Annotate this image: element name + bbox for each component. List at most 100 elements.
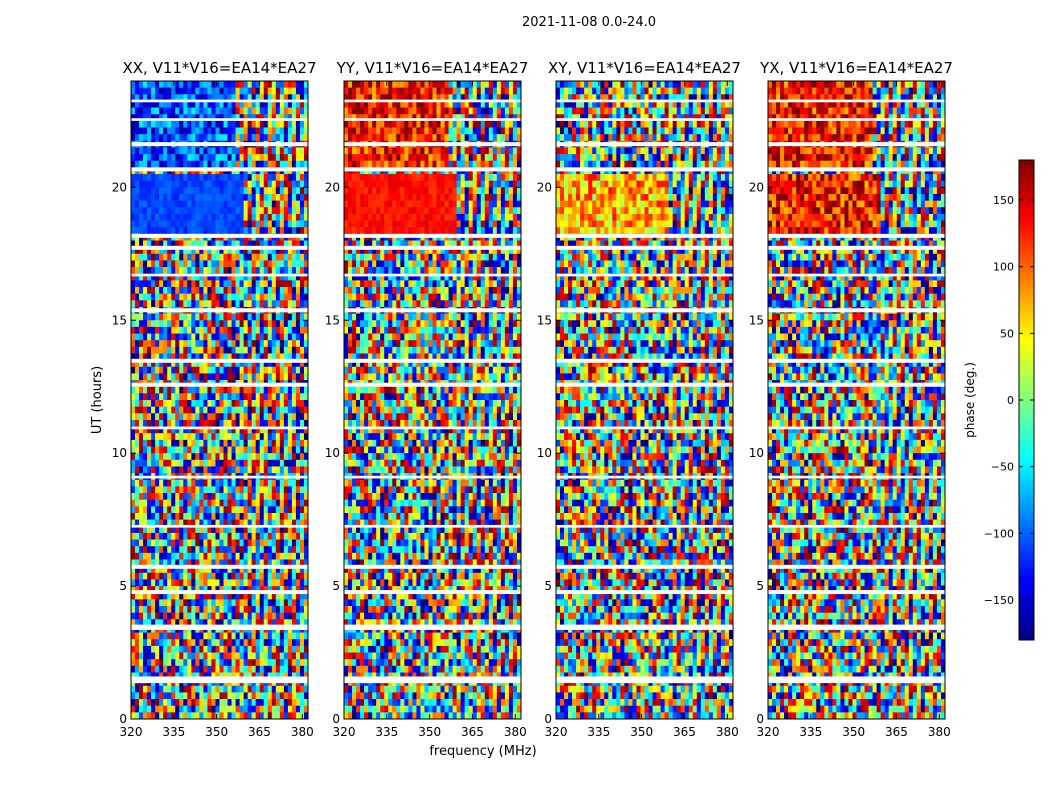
colorbar-segment [1019,544,1034,549]
colorbar-segment [1019,484,1034,489]
colorbar-segment [1019,496,1034,501]
flagged-band [131,624,308,630]
colorbar-segment [1019,452,1034,457]
colorbar-segment [1019,600,1034,605]
colorbar-segment [1019,468,1034,473]
colorbar-segment [1019,608,1034,613]
y-tick-label: 15 [537,313,552,327]
colorbar-tick-label: 150 [993,194,1014,207]
colorbar-segment [1019,628,1034,633]
flagged-band [131,273,308,277]
colorbar-segment [1019,444,1034,449]
colorbar-segment [1019,340,1034,345]
flagged-band [556,142,733,147]
colorbar-segment [1019,352,1034,357]
colorbar-segment [1019,568,1034,573]
panel-yx-title: YX, V11*V16=EA14*EA27 [759,59,953,77]
panel-yx: YX, V11*V16=EA14*EA27 320 335 350 365 380 0 5 10… [749,59,953,739]
y-tick-label: 0 [332,712,340,726]
flagged-band [768,524,945,528]
colorbar-segment [1019,612,1034,617]
panel-xy: XY, V11*V16=EA14*EA27 320 335 350 365 380 0 5 10… [537,59,741,739]
flagged-band [556,676,733,684]
colorbar-segment [1019,372,1034,377]
flagged-band [768,167,945,172]
flagged-band [768,564,945,569]
colorbar-segment [1019,328,1034,333]
flagged-band [768,233,945,238]
colorbar-segment [1019,288,1034,293]
colorbar-segment [1019,404,1034,409]
flagged-band [131,426,308,430]
colorbar-segment [1019,216,1034,221]
colorbar-segment [1019,240,1034,245]
colorbar-segment [1019,412,1034,417]
colorbar-segment [1019,388,1034,393]
flagged-band [131,308,308,313]
colorbar-tick-label: 0 [1007,394,1014,407]
colorbar-segment [1019,380,1034,385]
colorbar-tick-label: 50 [1000,327,1014,340]
colorbar-segment [1019,260,1034,265]
flagged-band [344,382,521,387]
colorbar-segment [1019,224,1034,229]
colorbar-segment [1019,176,1034,181]
flagged-band [344,118,521,121]
flagged-band [131,382,308,387]
x-tick-label: 335 [799,725,822,739]
colorbar-segment [1019,220,1034,225]
x-tick-label: 335 [162,725,185,739]
x-tick-label: 320 [757,725,780,739]
colorbar-segment [1019,192,1034,197]
x-tick-label: 350 [205,725,228,739]
colorbar-segment [1019,560,1034,565]
flagged-band [556,475,733,479]
colorbar-segment [1019,512,1034,517]
colorbar-segment [1019,228,1034,233]
colorbar-segment [1019,492,1034,497]
colorbar-segment [1019,172,1034,177]
colorbar-segment [1019,572,1034,577]
x-tick-label: 365 [248,725,271,739]
colorbar-segment [1019,528,1034,533]
colorbar-segment [1019,300,1034,305]
panel-yy: YY, V11*V16=EA14*EA27 320 335 350 365 380 0 5 10… [325,59,529,739]
colorbar-segment [1019,584,1034,589]
flagged-band [768,624,945,630]
flagged-band [344,273,521,277]
colorbar-segment [1019,312,1034,317]
panel-xx-axes [130,80,309,720]
flagged-band [556,167,733,172]
flagged-band [344,245,521,250]
flagged-band [768,245,945,250]
y-tick-label: 5 [119,579,127,593]
colorbar-segment [1019,248,1034,253]
colorbar-segment [1019,472,1034,477]
colorbar-segment [1019,620,1034,625]
flagged-band [768,118,945,121]
colorbar-segment [1019,500,1034,505]
colorbar-segment [1019,636,1034,641]
x-tick-label: 350 [418,725,441,739]
colorbar-segment [1019,432,1034,437]
x-tick-label: 350 [630,725,653,739]
flagged-band [556,245,733,250]
flagged-band [556,308,733,313]
colorbar-segment [1019,464,1034,469]
colorbar-segment [1019,448,1034,453]
colorbar-segment [1019,188,1034,193]
flagged-band [131,167,308,172]
flagged-band [768,358,945,363]
colorbar-segment [1019,316,1034,321]
colorbar-segment [1019,324,1034,329]
colorbar-segment [1019,256,1034,261]
flagged-band [131,358,308,363]
y-tick-label: 0 [119,712,127,726]
colorbar-segment [1019,456,1034,461]
colorbar-segment [1019,540,1034,545]
flagged-band [556,524,733,528]
panel-yx-cells [768,81,946,720]
colorbar-segment [1019,508,1034,513]
colorbar-segment [1019,244,1034,249]
